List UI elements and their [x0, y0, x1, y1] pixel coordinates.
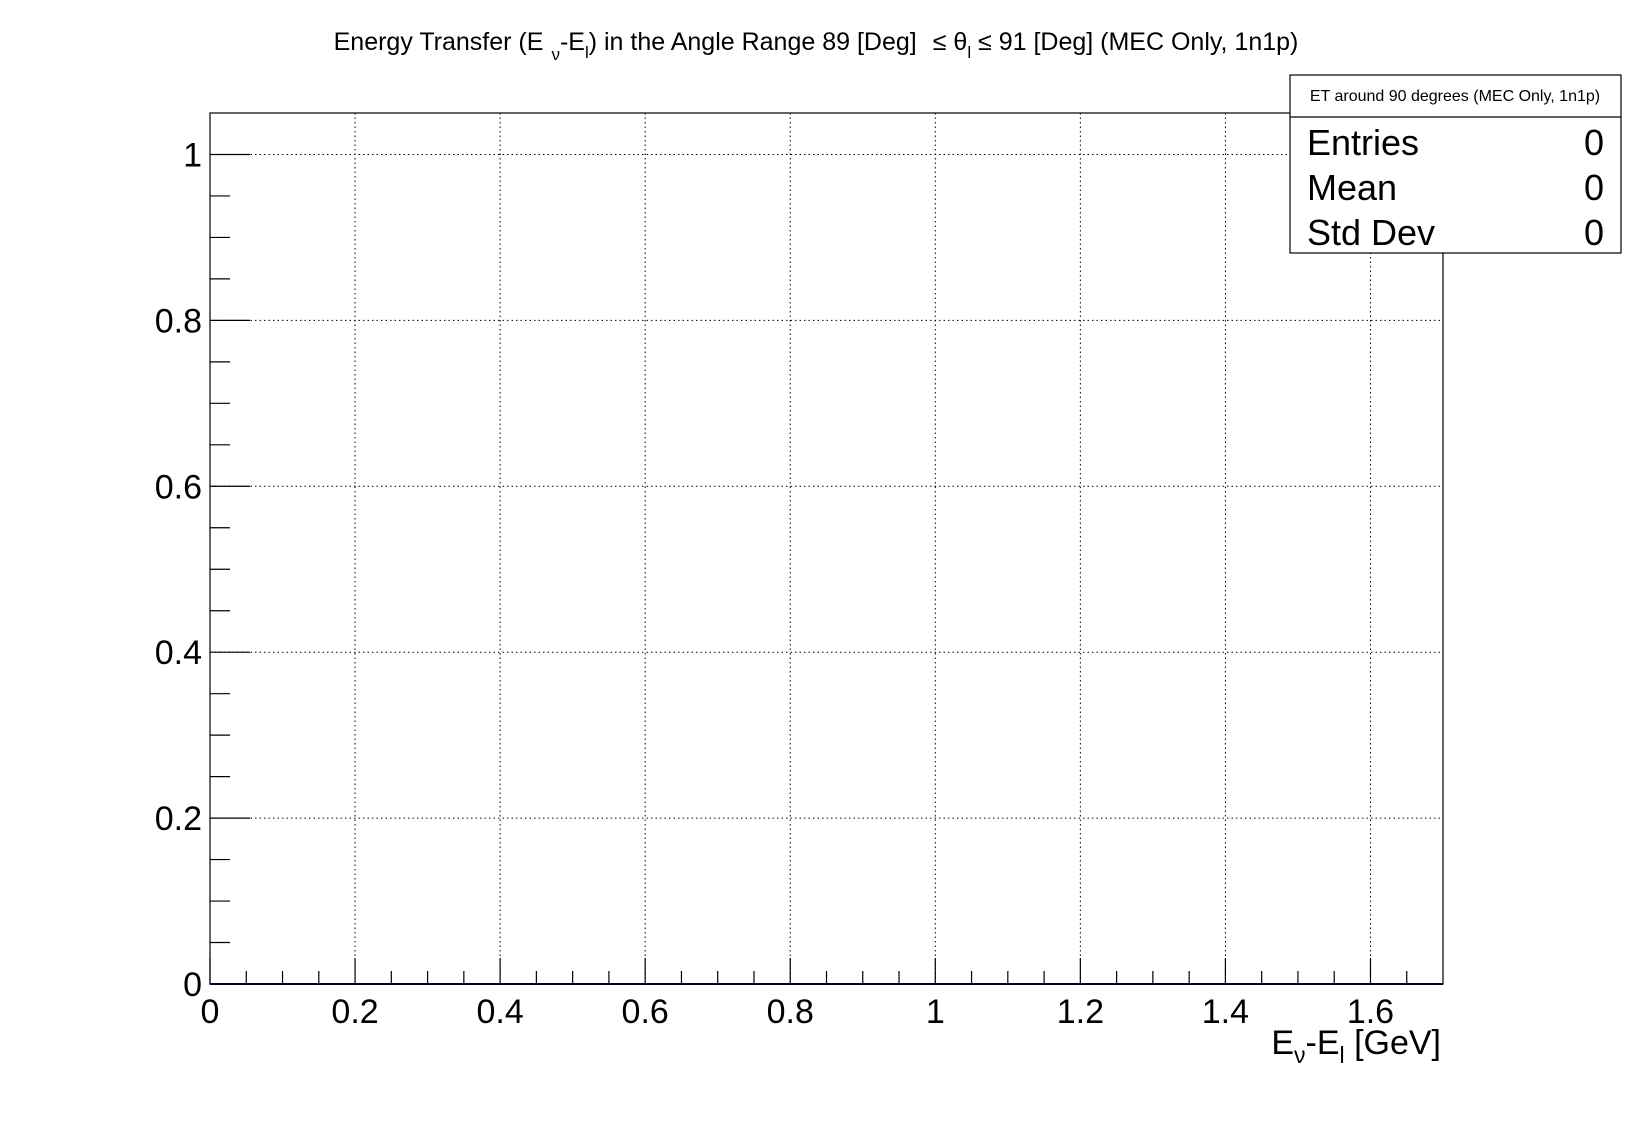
y-tick-label: 0.4: [155, 634, 202, 672]
stats-box-title: ET around 90 degrees (MEC Only, 1n1p): [1310, 88, 1600, 105]
x-tick-label: 0.6: [622, 993, 669, 1031]
y-tick-label: 0.6: [155, 468, 202, 506]
x-tick-labels: 0 0.2 0.4 0.6 0.8 1 1.2 1.4 1.6: [201, 993, 1395, 1031]
y-tick-label: 0.8: [155, 302, 202, 340]
plot-frame: [209, 112, 1444, 985]
stats-stddev-label: Std Dev: [1307, 212, 1435, 253]
x-tick-label: 0.8: [767, 993, 814, 1031]
x-tick-label: 1.4: [1202, 993, 1249, 1031]
x-tick-label: 0.4: [476, 993, 523, 1031]
x-tick-label: 1.2: [1057, 993, 1104, 1031]
x-tick-label: 1: [926, 993, 945, 1031]
x-tick-label: 0.2: [331, 993, 378, 1031]
ticks: [209, 153, 1408, 985]
grid: [210, 113, 1443, 984]
y-tick-label: 1: [183, 136, 202, 174]
stats-entries-value: 0: [1584, 122, 1604, 163]
y-tick-label: 0: [183, 966, 202, 1004]
x-tick-label: 1.6: [1347, 993, 1394, 1031]
y-tick-label: 0.2: [155, 800, 202, 838]
chart-title: Energy Transfer (E ν-El) in the Angle Ran…: [334, 28, 1299, 64]
stats-entries-label: Entries: [1307, 122, 1419, 163]
x-axis-label: Eν-El [GeV]: [1271, 1024, 1441, 1068]
x-tick-label: 0: [201, 993, 220, 1031]
stats-mean-value: 0: [1584, 167, 1604, 208]
stats-box: ET around 90 degrees (MEC Only, 1n1p) En…: [1289, 74, 1622, 254]
stats-mean-label: Mean: [1307, 167, 1397, 208]
y-tick-labels: 0 0.2 0.4 0.6 0.8 1: [155, 136, 202, 1004]
stats-stddev-value: 0: [1584, 212, 1604, 253]
